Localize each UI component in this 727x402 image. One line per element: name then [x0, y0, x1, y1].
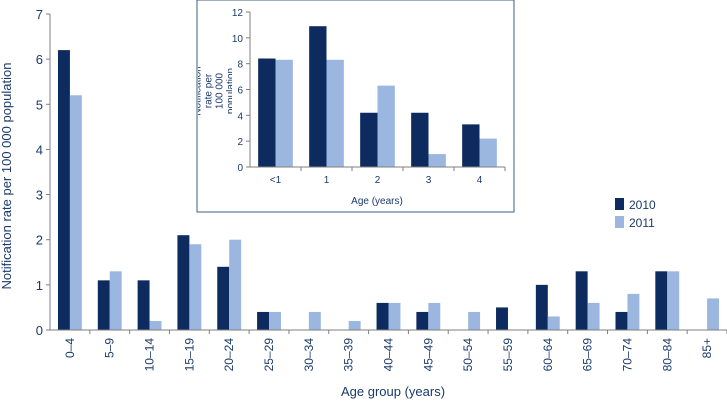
- legend: 2010 2011: [615, 198, 656, 230]
- main-y-tick-label: 5: [36, 97, 43, 112]
- main-bar-2011-40-44: [388, 302, 401, 330]
- inset-x-tick-label: 2: [375, 175, 381, 186]
- main-y-tick-label: 2: [36, 233, 43, 248]
- main-y-tick-label: 6: [36, 52, 43, 67]
- main-bar-2010-65-69: [575, 271, 588, 330]
- main-bars: [57, 50, 720, 330]
- main-y-tick-label: 1: [36, 278, 43, 293]
- main-x-axis-label: Age group (years): [341, 384, 445, 399]
- legend-swatch-2010: [615, 198, 624, 210]
- main-x-tick-label: 70–74: [620, 338, 634, 372]
- inset-x-axis-label: Age (years): [351, 196, 403, 207]
- inset-x-ticks: <1 1 2 3 4: [270, 167, 506, 186]
- inset-bars: [258, 26, 497, 168]
- inset-bar-2011-3: [428, 154, 446, 167]
- inset-bar-2010-2: [360, 112, 378, 167]
- inset-bar-2011-1: [326, 59, 344, 167]
- main-x-tick-label: 60–64: [541, 338, 555, 372]
- inset-y-axis-label: Notification rate per 100 000 population: [198, 66, 232, 116]
- main-x-tick-label: 0–4: [63, 338, 77, 358]
- main-bar-2011-35-39: [348, 320, 361, 330]
- main-bar-2010-60-64: [535, 284, 548, 330]
- inset-y-tick-label: 12: [232, 8, 244, 19]
- main-x-tick-label: 80–84: [660, 338, 674, 372]
- inset-bar-2011-4: [479, 138, 497, 167]
- main-x-tick-label: 25–29: [262, 338, 276, 372]
- inset-bar-2010-4: [462, 124, 480, 167]
- main-bar-2011-0-4: [69, 95, 82, 330]
- main-bar-2010-40-44: [376, 302, 389, 330]
- main-bar-2011-10-14: [149, 320, 162, 330]
- inset-bar-2011--1: [275, 59, 293, 167]
- inset-y-tick-label: 0: [237, 163, 243, 174]
- main-y-tick-label: 7: [36, 7, 43, 22]
- legend-swatch-2011: [615, 216, 624, 228]
- main-bar-2011-60-64: [547, 316, 560, 330]
- inset-bar-2010-3: [411, 112, 429, 167]
- main-x-tick-label: 45–49: [421, 338, 435, 372]
- main-bar-2011-45-49: [428, 302, 441, 330]
- main-bar-2010-0-4: [57, 50, 70, 330]
- inset-bar-2010-1: [309, 26, 327, 168]
- main-bar-2011-85+: [707, 298, 720, 330]
- inset-y-tick-label: 8: [237, 60, 243, 71]
- main-bar-2010-15-19: [177, 235, 190, 330]
- inset-x-tick-label: 3: [426, 175, 432, 186]
- main-bar-2011-15-19: [189, 244, 202, 330]
- main-x-tick-label: 40–44: [382, 338, 396, 372]
- main-x-tick-label: 50–54: [461, 338, 475, 372]
- main-x-tick-label: 5–9: [103, 338, 117, 358]
- main-y-ticks: 0 1 2 3 4 5 6 7: [36, 7, 50, 338]
- inset-bar-2010--1: [258, 58, 276, 167]
- main-bar-2011-65-69: [587, 302, 600, 330]
- main-bar-2010-80-84: [655, 271, 668, 330]
- main-bar-2010-70-74: [615, 311, 628, 330]
- main-bar-2010-20-24: [217, 266, 230, 330]
- main-x-ticks: 0–4 5–9 10–14 15–19 20–24 25–29 30–34 35–39 40–4…: [63, 330, 727, 371]
- legend-label-2011: 2011: [629, 216, 655, 230]
- inset-y-tick-label: 6: [237, 86, 243, 97]
- inset-x-tick-label: 4: [477, 175, 483, 186]
- inset-bar-2011-2: [377, 85, 395, 167]
- inset-frame: [196, 0, 515, 213]
- main-x-tick-label: 65–69: [581, 338, 595, 372]
- inset-y-tick-label: 4: [237, 111, 243, 122]
- main-bar-2010-10-14: [137, 280, 150, 330]
- main-y-tick-label: 3: [36, 188, 43, 203]
- inset-y-ticks: 0 2 4 6 8 10 12: [232, 8, 250, 174]
- main-y-tick-label: 4: [36, 142, 43, 157]
- main-bar-2011-50-54: [468, 311, 481, 330]
- main-x-tick-label: 85+: [700, 338, 714, 358]
- main-bar-2011-30-34: [308, 311, 321, 330]
- main-bar-2011-5-9: [109, 271, 122, 330]
- main-x-tick-label: 15–19: [182, 338, 196, 372]
- main-bar-2011-20-24: [229, 239, 242, 330]
- main-bar-2010-55-59: [496, 307, 508, 330]
- main-x-tick-label: 55–59: [501, 338, 515, 372]
- main-y-axis-label: Notification rate per 100 000 population: [0, 63, 14, 290]
- main-x-tick-label: 10–14: [143, 338, 157, 372]
- main-bar-2011-80-84: [667, 271, 680, 330]
- main-bar-2010-45-49: [416, 311, 429, 330]
- legend-label-2010: 2010: [629, 198, 656, 212]
- inset-y-tick-label: 2: [237, 137, 243, 148]
- main-x-tick-label: 30–34: [302, 338, 316, 372]
- main-bar-2010-5-9: [97, 280, 110, 330]
- main-bar-2011-70-74: [627, 293, 640, 330]
- main-x-tick-label: 35–39: [342, 338, 356, 372]
- main-y-tick-label: 0: [36, 323, 43, 338]
- inset-y-tick-label: 10: [232, 34, 244, 45]
- main-x-tick-label: 20–24: [222, 338, 236, 372]
- inset-y-axis-label-box: Notification rate per 100 000 population: [198, 66, 232, 116]
- inset-x-tick-label: <1: [270, 175, 282, 186]
- main-bar-2011-25-29: [269, 311, 281, 330]
- inset-x-tick-label: 1: [324, 175, 330, 186]
- main-bar-2010-25-29: [257, 311, 270, 330]
